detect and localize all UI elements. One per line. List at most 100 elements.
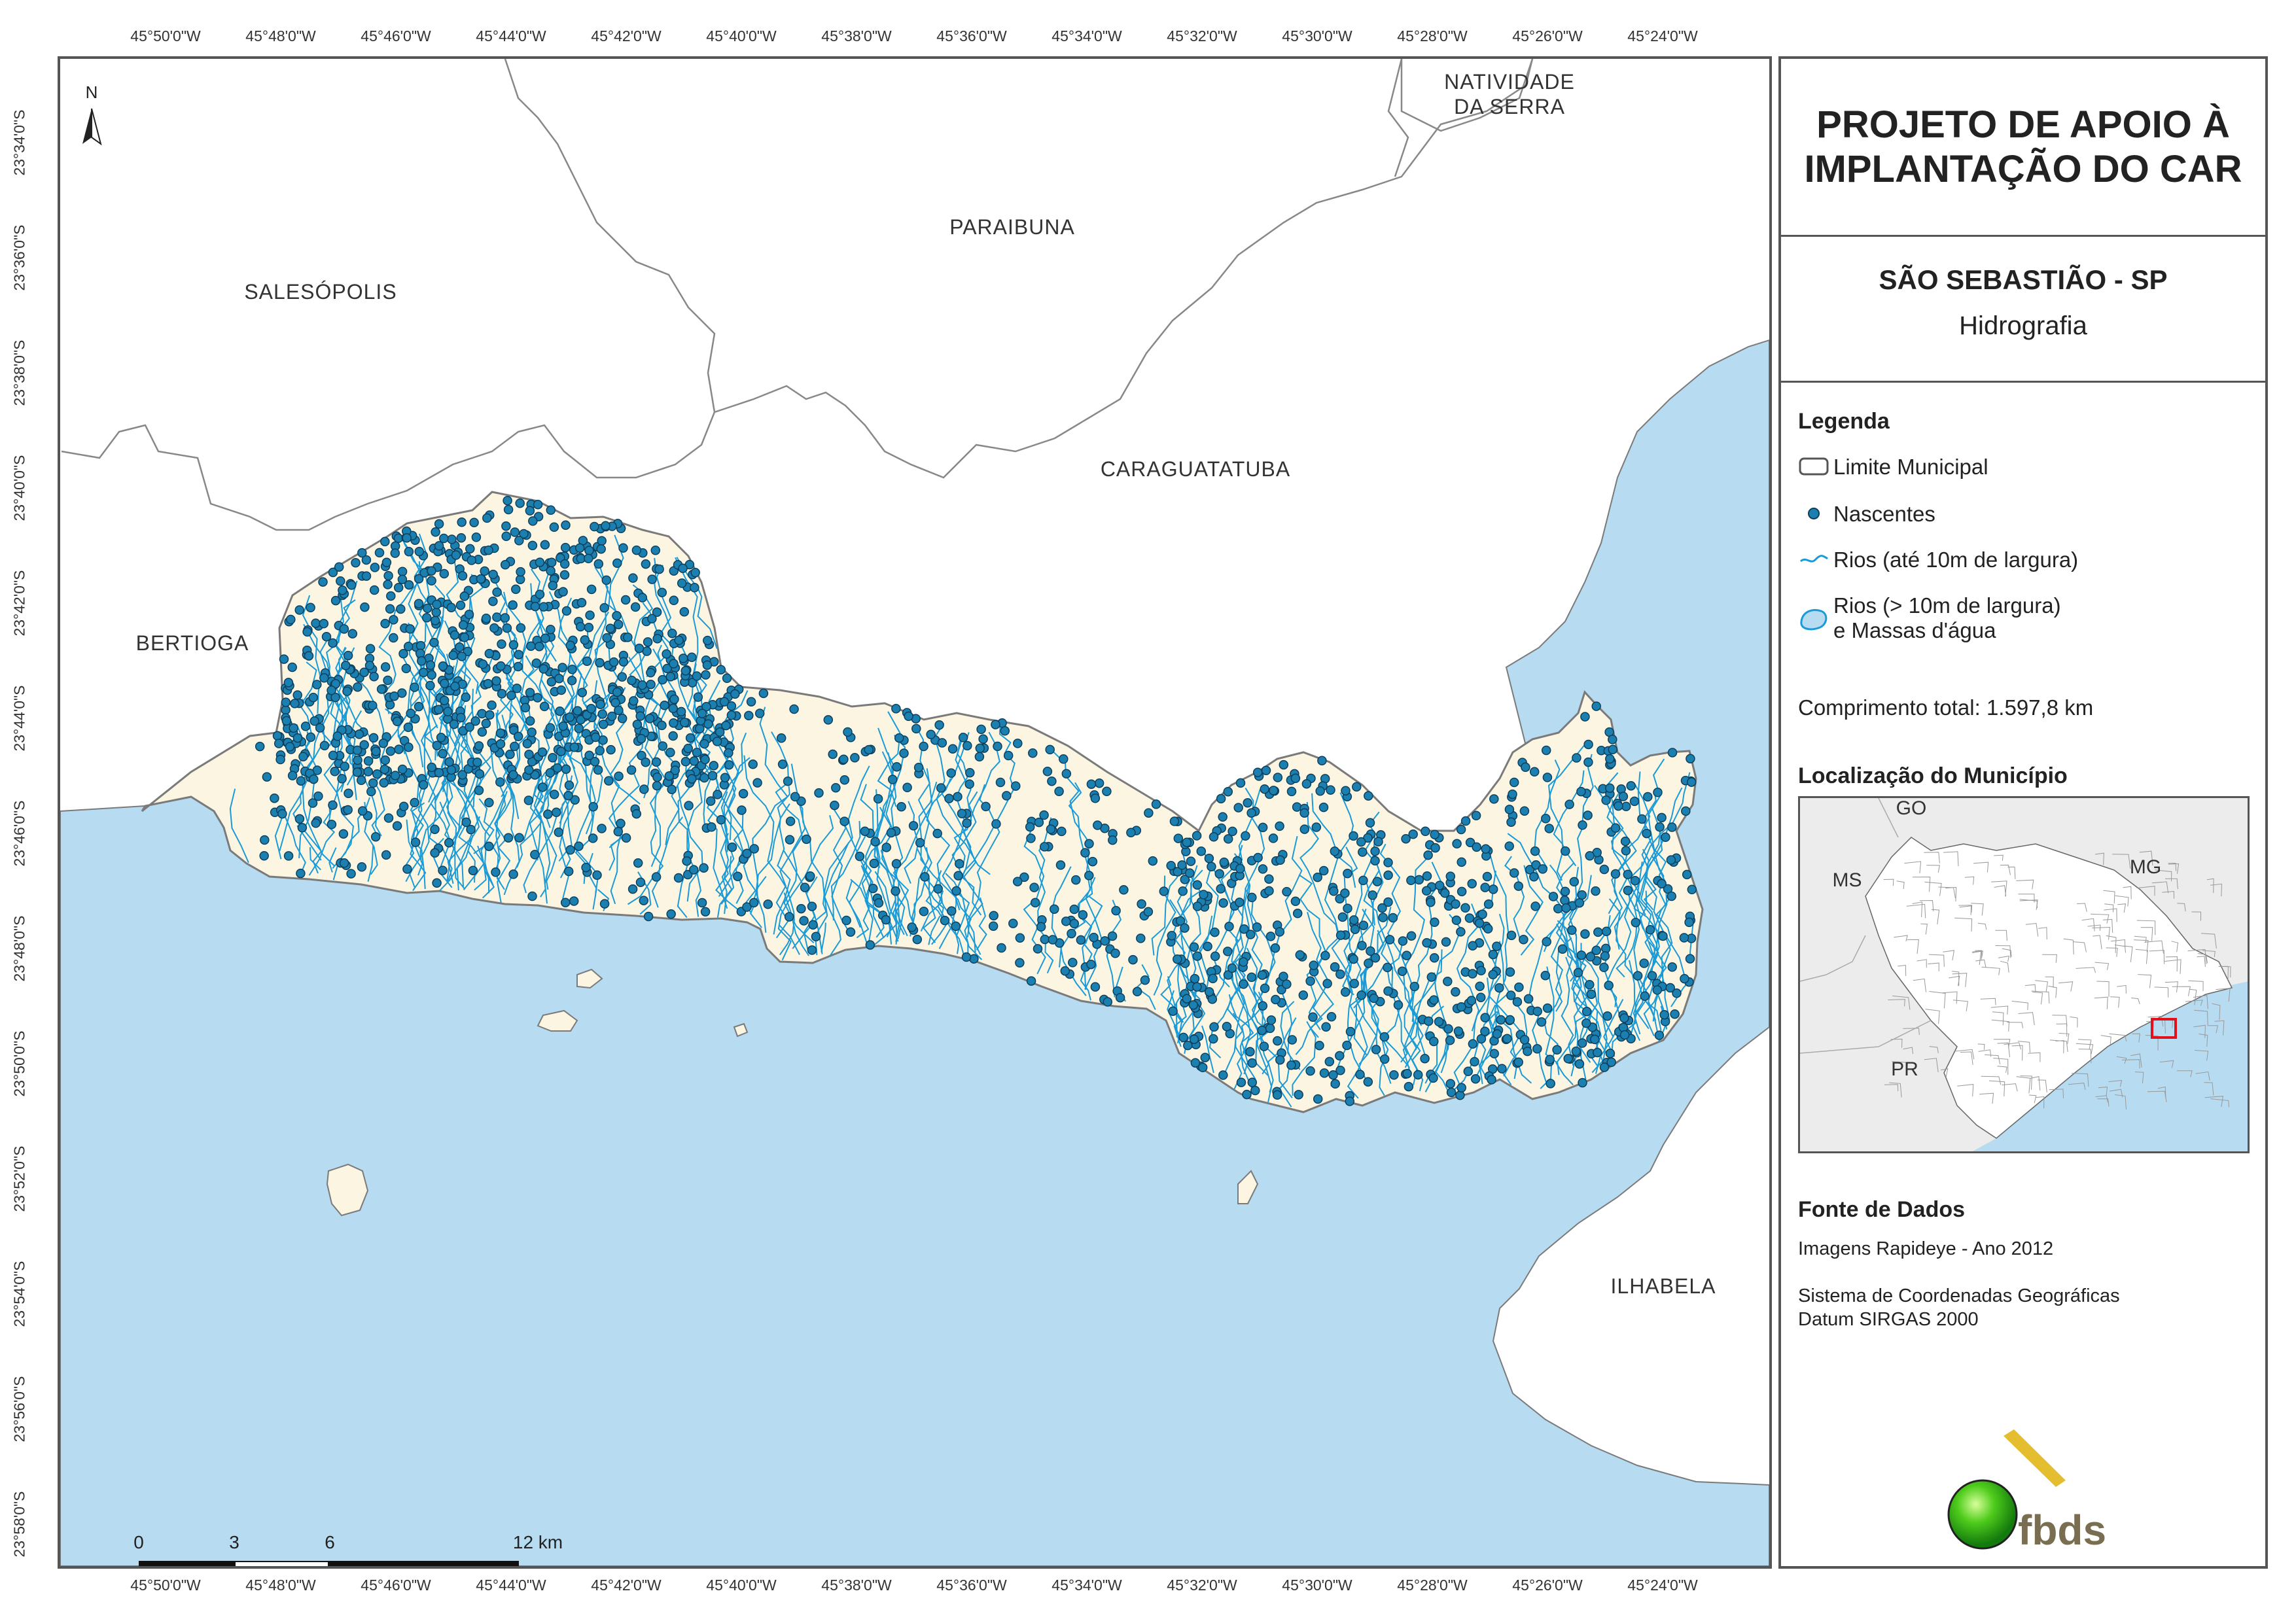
spring-point (328, 750, 338, 761)
location-heading: Localização do Município (1798, 763, 2068, 788)
spring-point (1434, 1017, 1444, 1027)
spring-point (1094, 778, 1104, 788)
river (274, 812, 285, 860)
spring-point (448, 650, 458, 661)
spring-point (1235, 898, 1245, 907)
spring-point (1581, 1018, 1591, 1028)
spring-point (1530, 846, 1540, 856)
inset-municipality-edge (1903, 1047, 1913, 1055)
spring-point (1084, 839, 1094, 848)
river (1643, 854, 1673, 1036)
spring-point (730, 689, 740, 699)
spring-point (540, 540, 550, 550)
spring-point (292, 690, 302, 700)
lat-label: 23°52'0"S (10, 1145, 28, 1212)
inset-municipality-edge (1959, 905, 1972, 915)
title-line-2: IMPLANTAÇÃO DO CAR (1804, 147, 2242, 190)
side-panel: PROJETO DE APOIO À IMPLANTAÇÃO DO CAR SÃ… (1778, 56, 2268, 1569)
spring-point (1476, 966, 1486, 976)
spring-point (397, 574, 408, 584)
river (1504, 856, 1525, 939)
inset-municipality-edge (2000, 864, 2011, 875)
spring-point (1445, 1079, 1456, 1089)
spring-point (450, 681, 460, 691)
spring-point (1476, 1034, 1487, 1044)
spring-point (557, 663, 567, 672)
spring-point (467, 555, 476, 565)
spring-point (1586, 989, 1597, 1000)
river (553, 611, 609, 737)
spring-point (1398, 936, 1408, 946)
spring-point (1525, 865, 1535, 875)
spring-point (955, 859, 964, 869)
inset-municipality-edge (1896, 881, 1905, 890)
city-paraibuna: PARAIBUNA (949, 215, 1075, 239)
spring-point (614, 771, 624, 781)
lat-label: 23°44'0"S (10, 685, 28, 752)
inset-municipality-edge (2164, 959, 2181, 974)
lat-label: 23°36'0"S (10, 224, 28, 291)
spring-point (357, 548, 367, 558)
spring-point (1383, 858, 1393, 867)
spring-point (1591, 701, 1601, 711)
inset-municipality-edge (2110, 1089, 2123, 1098)
spring-point (376, 684, 387, 694)
spring-point (802, 834, 811, 845)
spring-point (641, 757, 650, 767)
top-lon-label: 45°40'0"W (706, 27, 777, 44)
spring-point (1385, 935, 1395, 945)
location-inset-map[interactable]: GO MS MG PR (1798, 796, 2250, 1153)
spring-point (1483, 899, 1494, 909)
spring-point (555, 706, 565, 716)
spring-point (1591, 945, 1602, 956)
spring-point (561, 606, 572, 616)
north-label: N (86, 82, 98, 102)
inset-municipality-edge (2110, 996, 2120, 1008)
inset-municipality-edge (1892, 1061, 1909, 1072)
spring-point (1242, 1089, 1252, 1100)
river (1295, 874, 1334, 1055)
inset-municipality-edge (2007, 866, 2016, 879)
map-frame[interactable]: N NATIVIDADE DA SERRA PARAIBUNA SALESÓPOL… (58, 56, 1772, 1569)
spring-point (1358, 920, 1369, 930)
spring-point (1246, 972, 1257, 983)
river (1224, 960, 1245, 1074)
spring-point (1012, 877, 1023, 886)
spring-point (1585, 851, 1595, 861)
spring-point (512, 684, 522, 693)
spring-point (1542, 773, 1553, 782)
spring-point (1429, 1036, 1439, 1047)
spring-point (689, 756, 699, 766)
spring-point (309, 716, 319, 726)
spring-point (434, 541, 444, 551)
spring-point (328, 638, 338, 648)
legend-heading: Legenda (1798, 409, 1890, 434)
spring-point (1335, 1065, 1345, 1075)
spring-point (651, 757, 662, 767)
spring-point (286, 614, 296, 625)
spring-point (1379, 1032, 1390, 1042)
spring-point (1661, 832, 1670, 843)
spring-point (1475, 981, 1485, 991)
spring-point (1247, 892, 1257, 903)
island-4 (1237, 1170, 1259, 1204)
spring-point (1443, 977, 1453, 986)
spring-point (1563, 1054, 1573, 1064)
spring-point (535, 589, 545, 599)
spring-point (520, 703, 531, 712)
spring-point (370, 563, 380, 572)
source-coordinates: Sistema de Coordenadas Geográficas (1798, 1285, 2120, 1306)
spring-point (1545, 1079, 1555, 1089)
spring-point (635, 877, 646, 888)
spring-point (1301, 778, 1312, 789)
spring-point (1610, 869, 1621, 879)
river (1167, 990, 1183, 1043)
spring-point (1468, 1039, 1478, 1049)
inset-municipality-edge (1988, 1080, 2005, 1097)
lat-label: 23°42'0"S (10, 570, 28, 637)
spring-point (1480, 882, 1490, 892)
spring-point (679, 654, 688, 663)
spring-point (522, 739, 533, 749)
spring-point (1393, 1000, 1404, 1010)
spring-point (318, 577, 328, 587)
